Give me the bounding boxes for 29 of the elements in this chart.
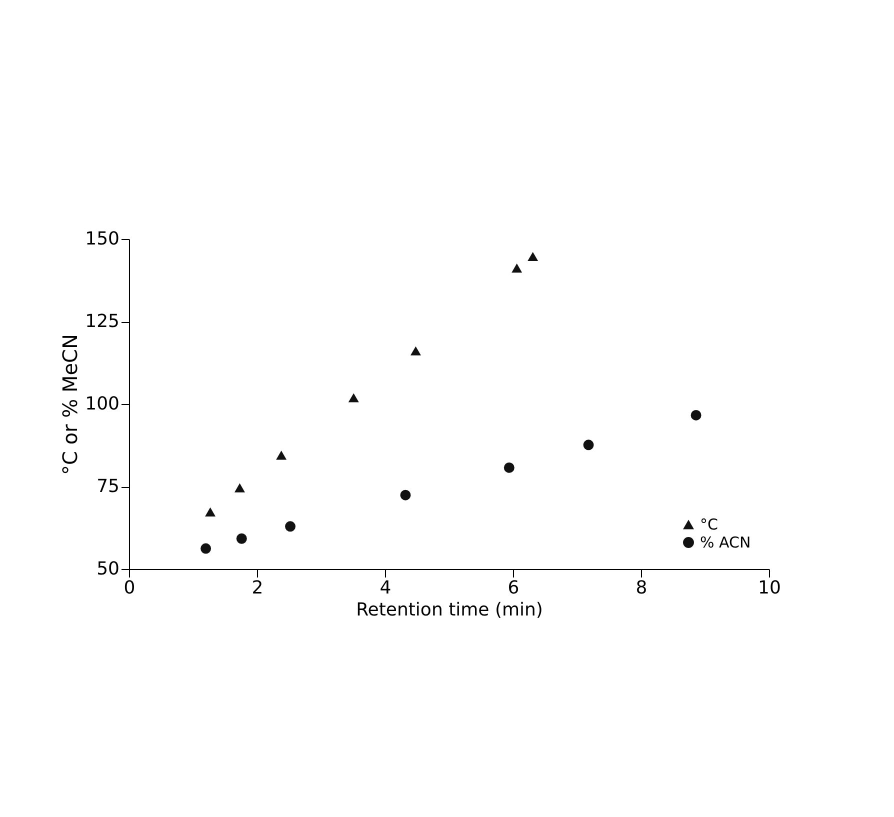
point xyxy=(690,410,702,420)
x-tick-label: 6 xyxy=(508,578,520,598)
x-tick-label: 4 xyxy=(380,578,392,598)
x-tick-label: 8 xyxy=(636,578,648,598)
point xyxy=(400,490,411,500)
y-axis-title: °C or % MeCN xyxy=(58,334,82,475)
y-tick-label: 100 xyxy=(85,394,120,414)
y-tick-label: 125 xyxy=(85,311,120,332)
y-tick-label: 50 xyxy=(96,558,120,580)
point xyxy=(285,521,296,532)
point xyxy=(528,252,538,262)
y-tick-label: 150 xyxy=(85,228,120,250)
point xyxy=(410,346,421,356)
point xyxy=(236,533,247,544)
x-tick-label: 10 xyxy=(758,578,781,598)
y-tick-label: 75 xyxy=(96,476,120,497)
legend-label: °C xyxy=(700,516,718,534)
point xyxy=(234,483,245,492)
point xyxy=(205,507,216,516)
legend-label: % ACN xyxy=(700,534,751,552)
point xyxy=(583,440,594,450)
x-tick-label: 2 xyxy=(252,578,264,598)
point xyxy=(348,393,359,402)
point xyxy=(200,543,212,554)
x-tick-label: 0 xyxy=(124,578,136,598)
point xyxy=(512,264,522,273)
point xyxy=(504,462,514,473)
point xyxy=(276,450,287,460)
x-axis-title: Retention time (min) xyxy=(356,600,543,620)
